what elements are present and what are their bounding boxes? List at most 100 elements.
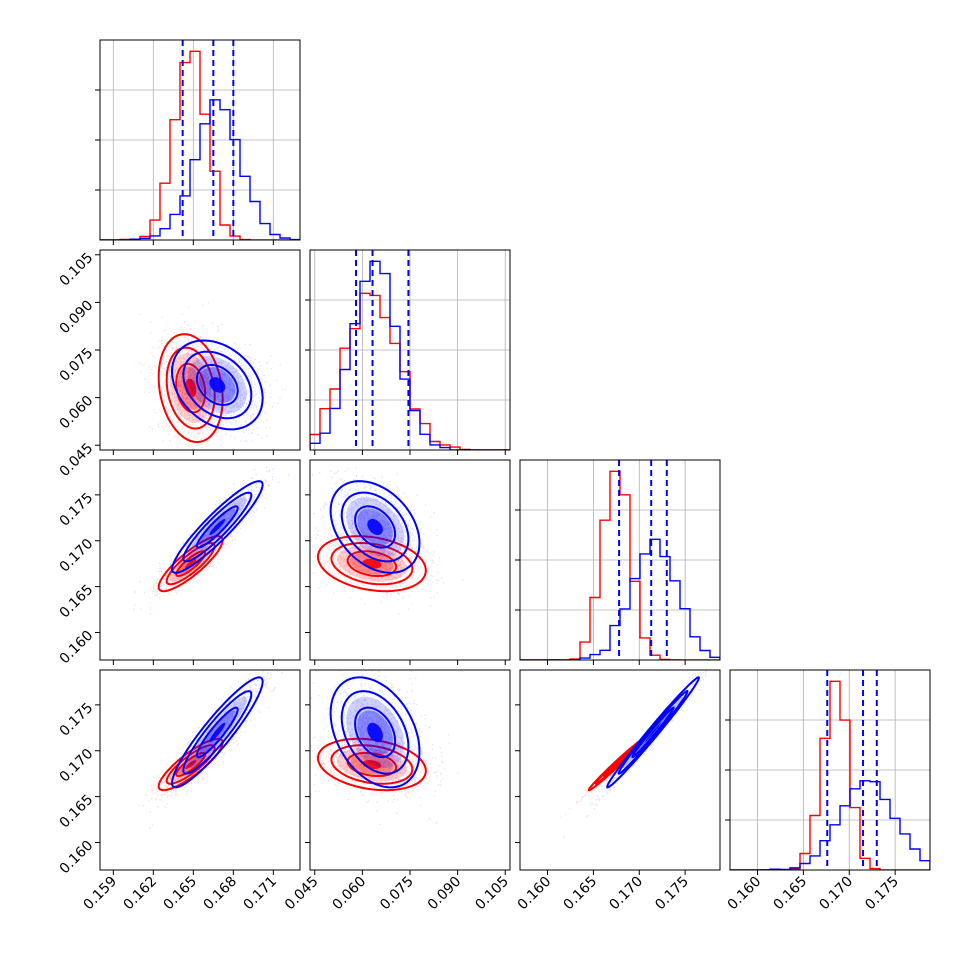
x-tick-label: 0.075 [377, 874, 417, 914]
y-tick-label: 0.160 [57, 628, 97, 668]
scatter-points-blue [149, 302, 286, 450]
contour-red [165, 744, 216, 785]
panel-content [520, 460, 720, 660]
scatter-points-red [310, 720, 459, 807]
x-tick-label: 0.170 [606, 874, 646, 914]
scatter-points-red [139, 304, 232, 450]
panel-3-3: 0.160 0.165 0.170 0.175 [725, 669, 931, 914]
contour-red [165, 346, 216, 430]
contour-blue [606, 676, 700, 789]
x-tick-label: 0.045 [282, 874, 322, 914]
panel-frame [729, 669, 931, 871]
contour-red [346, 550, 398, 577]
contour-blue [195, 505, 239, 549]
contour-blue [340, 690, 410, 775]
panel-1-1 [305, 249, 511, 455]
x-tick-label: 0.060 [330, 874, 370, 914]
density-fill [367, 722, 383, 742]
y-tick-label: 0.165 [57, 792, 97, 832]
panel-3-0: 0.159 0.162 0.165 0.168 0.1710.1600.1650.170… [57, 669, 301, 914]
panel-3-1: 0.045 0.060 0.075 0.090 0.105 [282, 669, 512, 914]
x-tick-label: 0.168 [200, 874, 240, 914]
y-tick-label: 0.105 [57, 250, 97, 290]
x-tick-label: 0.171 [240, 874, 280, 914]
panel-frame [99, 39, 301, 241]
y-tick-label: 0.075 [57, 345, 97, 385]
scatter-points-blue [310, 460, 441, 615]
panel-frame [309, 669, 511, 871]
x-tick-label: 0.165 [771, 874, 811, 914]
density-fill [185, 760, 197, 769]
density-fill [209, 377, 226, 393]
contour-blue [354, 706, 397, 759]
contour-red [330, 541, 414, 586]
panel-content [310, 250, 510, 450]
histogram-red [730, 680, 930, 870]
contour-blue [195, 363, 239, 406]
panel-0-0 [95, 39, 301, 245]
y-tick-label: 0.045 [57, 440, 97, 480]
panel-content [730, 670, 930, 870]
panel-3-2: 0.160 0.165 0.170 0.175 [515, 669, 721, 914]
density-fill [185, 558, 197, 569]
contour-blue [631, 706, 675, 759]
density-fill [645, 722, 662, 742]
scatter-points-red [310, 518, 464, 610]
panel-content [559, 670, 708, 838]
panel-content [138, 671, 283, 829]
y-tick-label: 0.175 [57, 490, 97, 530]
x-tick-label: 0.165 [561, 874, 601, 914]
contour-blue [170, 339, 264, 431]
contour-blue [340, 491, 410, 563]
contour-red [157, 535, 224, 593]
x-tick-label: 0.159 [80, 874, 120, 914]
density-fill [209, 722, 226, 742]
contour-blue [170, 480, 264, 574]
panel-2-2 [515, 459, 721, 665]
scatter-points-blue [133, 466, 290, 610]
y-tick-label: 0.170 [57, 746, 97, 786]
y-tick-label: 0.160 [57, 838, 97, 878]
panel-frame [99, 669, 301, 871]
panel-frame [519, 669, 721, 871]
y-tick-label: 0.175 [57, 700, 97, 740]
panel-content [100, 40, 300, 240]
contour-blue [329, 480, 421, 574]
x-tick-label: 0.165 [160, 874, 200, 914]
x-tick-label: 0.160 [515, 874, 555, 914]
x-tick-label: 0.105 [472, 874, 512, 914]
x-tick-label: 0.175 [862, 874, 902, 914]
contour-blue [617, 689, 689, 775]
panel-frame [99, 459, 301, 661]
contour-red [175, 550, 207, 577]
y-tick-label: 0.165 [57, 582, 97, 622]
contour-blue [182, 690, 253, 775]
contour-blue [329, 676, 421, 789]
panel-2-0: 0.160 0.165 0.170 0.175 [57, 459, 301, 668]
panel-content [139, 302, 286, 450]
y-tick-label: 0.170 [57, 536, 97, 576]
y-tick-label: 0.060 [57, 393, 97, 433]
contour-blue [182, 350, 253, 420]
contour-blue [170, 676, 264, 789]
contour-blue [182, 491, 253, 563]
histogram-blue [730, 780, 930, 870]
panel-content [310, 460, 464, 615]
histogram-blue [100, 99, 300, 240]
x-tick-label: 0.175 [652, 874, 692, 914]
contour-blue [195, 706, 239, 759]
histogram-blue [520, 538, 720, 660]
panel-content [133, 466, 290, 615]
y-tick-label: 0.090 [57, 297, 97, 337]
contour-red [175, 362, 207, 414]
panel-content [310, 670, 459, 825]
panel-frame [519, 459, 721, 661]
contour-red [316, 737, 427, 792]
contour-red [157, 333, 224, 444]
x-tick-label: 0.162 [120, 874, 160, 914]
x-tick-label: 0.170 [816, 874, 856, 914]
density-fill [367, 518, 383, 535]
contour-red [316, 535, 427, 593]
x-tick-label: 0.160 [725, 874, 765, 914]
